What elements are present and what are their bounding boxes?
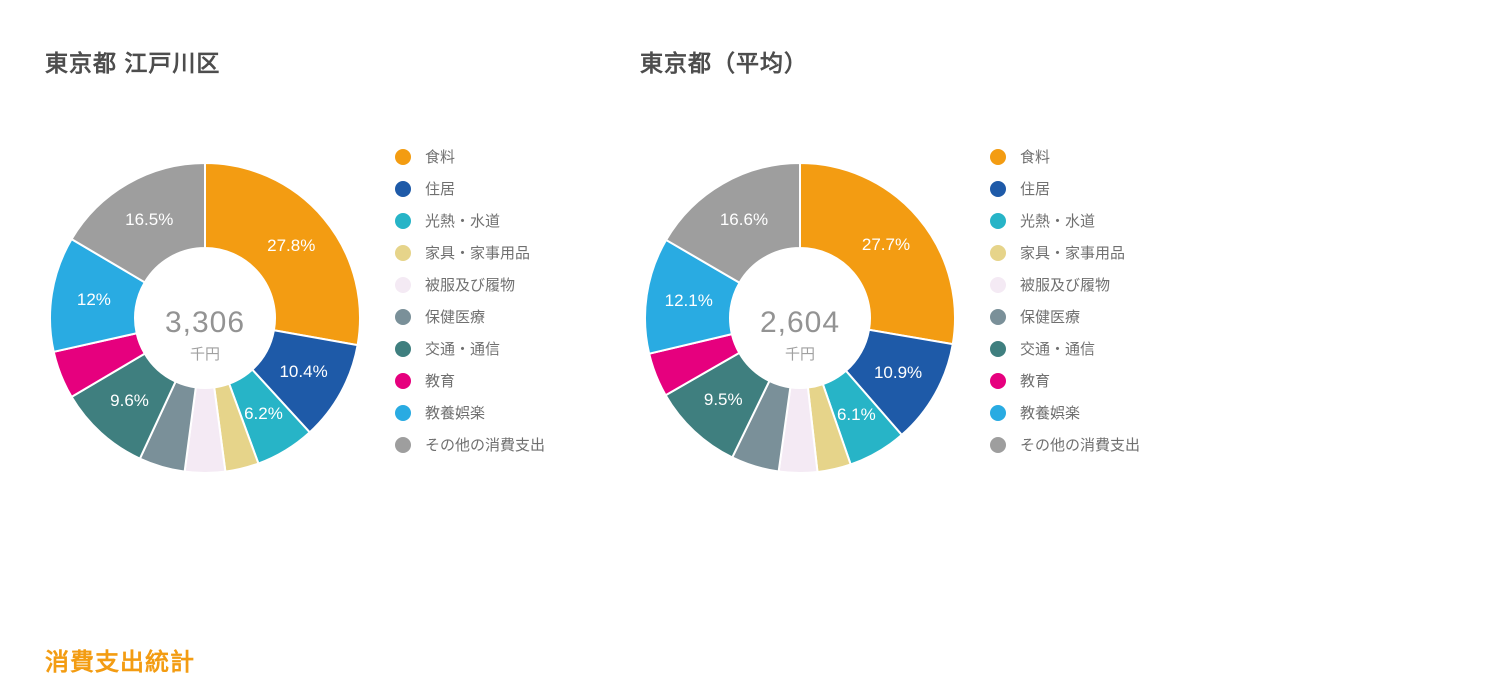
legend-dot-icon xyxy=(990,181,1006,197)
legend-label: 教育 xyxy=(1020,370,1050,391)
legend-item[interactable]: 住居 xyxy=(990,178,1140,199)
legend: 食料住居光熱・水道家具・家事用品被服及び履物保健医療交通・通信教育教養娯楽その他… xyxy=(395,146,545,466)
legend-dot-icon xyxy=(990,373,1006,389)
legend-item[interactable]: 教養娯楽 xyxy=(395,402,545,423)
legend-label: 家具・家事用品 xyxy=(425,242,530,263)
legend-dot-icon xyxy=(990,341,1006,357)
legend-item[interactable]: その他の消費支出 xyxy=(990,434,1140,455)
donut-chart: 2,604 千円 27.7%10.9%6.1%9.5%12.1%16.6% xyxy=(640,88,960,508)
legend-dot-icon xyxy=(990,245,1006,261)
legend-item[interactable]: その他の消費支出 xyxy=(395,434,545,455)
legend-item[interactable]: 被服及び履物 xyxy=(395,274,545,295)
panel-title: 東京都 江戸川区 xyxy=(45,44,635,78)
legend-label: 交通・通信 xyxy=(1020,338,1095,359)
legend-label: 保健医療 xyxy=(1020,306,1080,327)
legend-label: 被服及び履物 xyxy=(425,274,515,295)
legend-item[interactable]: 家具・家事用品 xyxy=(990,242,1140,263)
legend-item[interactable]: 保健医療 xyxy=(395,306,545,327)
legend-label: 住居 xyxy=(1020,178,1050,199)
legend-item[interactable]: 家具・家事用品 xyxy=(395,242,545,263)
legend-dot-icon xyxy=(395,437,411,453)
legend-label: 教養娯楽 xyxy=(1020,402,1080,423)
legend-item[interactable]: 教育 xyxy=(990,370,1140,391)
legend-dot-icon xyxy=(395,341,411,357)
legend-label: 保健医療 xyxy=(425,306,485,327)
legend-item[interactable]: 食料 xyxy=(990,146,1140,167)
legend-dot-icon xyxy=(395,405,411,421)
chart-panel-edogawa: 東京都 江戸川区 3,306 千円 27.8%10.4%6.2%9.6%12%1… xyxy=(45,44,635,508)
legend-dot-icon xyxy=(990,213,1006,229)
legend-item[interactable]: 被服及び履物 xyxy=(990,274,1140,295)
legend-item[interactable]: 光熱・水道 xyxy=(395,210,545,231)
legend-label: 食料 xyxy=(1020,146,1050,167)
legend-label: その他の消費支出 xyxy=(1020,434,1140,455)
legend-dot-icon xyxy=(990,405,1006,421)
legend-dot-icon xyxy=(395,149,411,165)
legend-label: 住居 xyxy=(425,178,455,199)
legend-item[interactable]: 食料 xyxy=(395,146,545,167)
legend-item[interactable]: 保健医療 xyxy=(990,306,1140,327)
legend-dot-icon xyxy=(395,245,411,261)
legend-label: 教育 xyxy=(425,370,455,391)
legend-label: 交通・通信 xyxy=(425,338,500,359)
legend-label: 家具・家事用品 xyxy=(1020,242,1125,263)
donut-slice[interactable] xyxy=(205,163,360,345)
legend-item[interactable]: 光熱・水道 xyxy=(990,210,1140,231)
legend-item[interactable]: 教育 xyxy=(395,370,545,391)
legend-dot-icon xyxy=(395,309,411,325)
legend-dot-icon xyxy=(395,373,411,389)
legend-label: 光熱・水道 xyxy=(1020,210,1095,231)
legend-item[interactable]: 住居 xyxy=(395,178,545,199)
legend-dot-icon xyxy=(395,181,411,197)
legend-label: 食料 xyxy=(425,146,455,167)
legend-dot-icon xyxy=(990,309,1006,325)
legend-dot-icon xyxy=(990,437,1006,453)
legend-dot-icon xyxy=(395,213,411,229)
donut-slice[interactable] xyxy=(800,163,955,344)
donut-chart: 3,306 千円 27.8%10.4%6.2%9.6%12%16.5% xyxy=(45,88,365,508)
legend-item[interactable]: 交通・通信 xyxy=(990,338,1140,359)
legend-item[interactable]: 交通・通信 xyxy=(395,338,545,359)
legend-label: 教養娯楽 xyxy=(425,402,485,423)
panel-title: 東京都（平均） xyxy=(640,44,1230,78)
legend-label: 光熱・水道 xyxy=(425,210,500,231)
legend: 食料住居光熱・水道家具・家事用品被服及び履物保健医療交通・通信教育教養娯楽その他… xyxy=(990,146,1140,466)
legend-dot-icon xyxy=(395,277,411,293)
donut-svg xyxy=(640,158,960,478)
legend-dot-icon xyxy=(990,277,1006,293)
legend-item[interactable]: 教養娯楽 xyxy=(990,402,1140,423)
section-title: 消費支出統計 xyxy=(45,642,195,677)
legend-dot-icon xyxy=(990,149,1006,165)
legend-label: その他の消費支出 xyxy=(425,434,545,455)
legend-label: 被服及び履物 xyxy=(1020,274,1110,295)
donut-svg xyxy=(45,158,365,478)
chart-panel-tokyo-avg: 東京都（平均） 2,604 千円 27.7%10.9%6.1%9.5%12.1%… xyxy=(640,44,1230,508)
